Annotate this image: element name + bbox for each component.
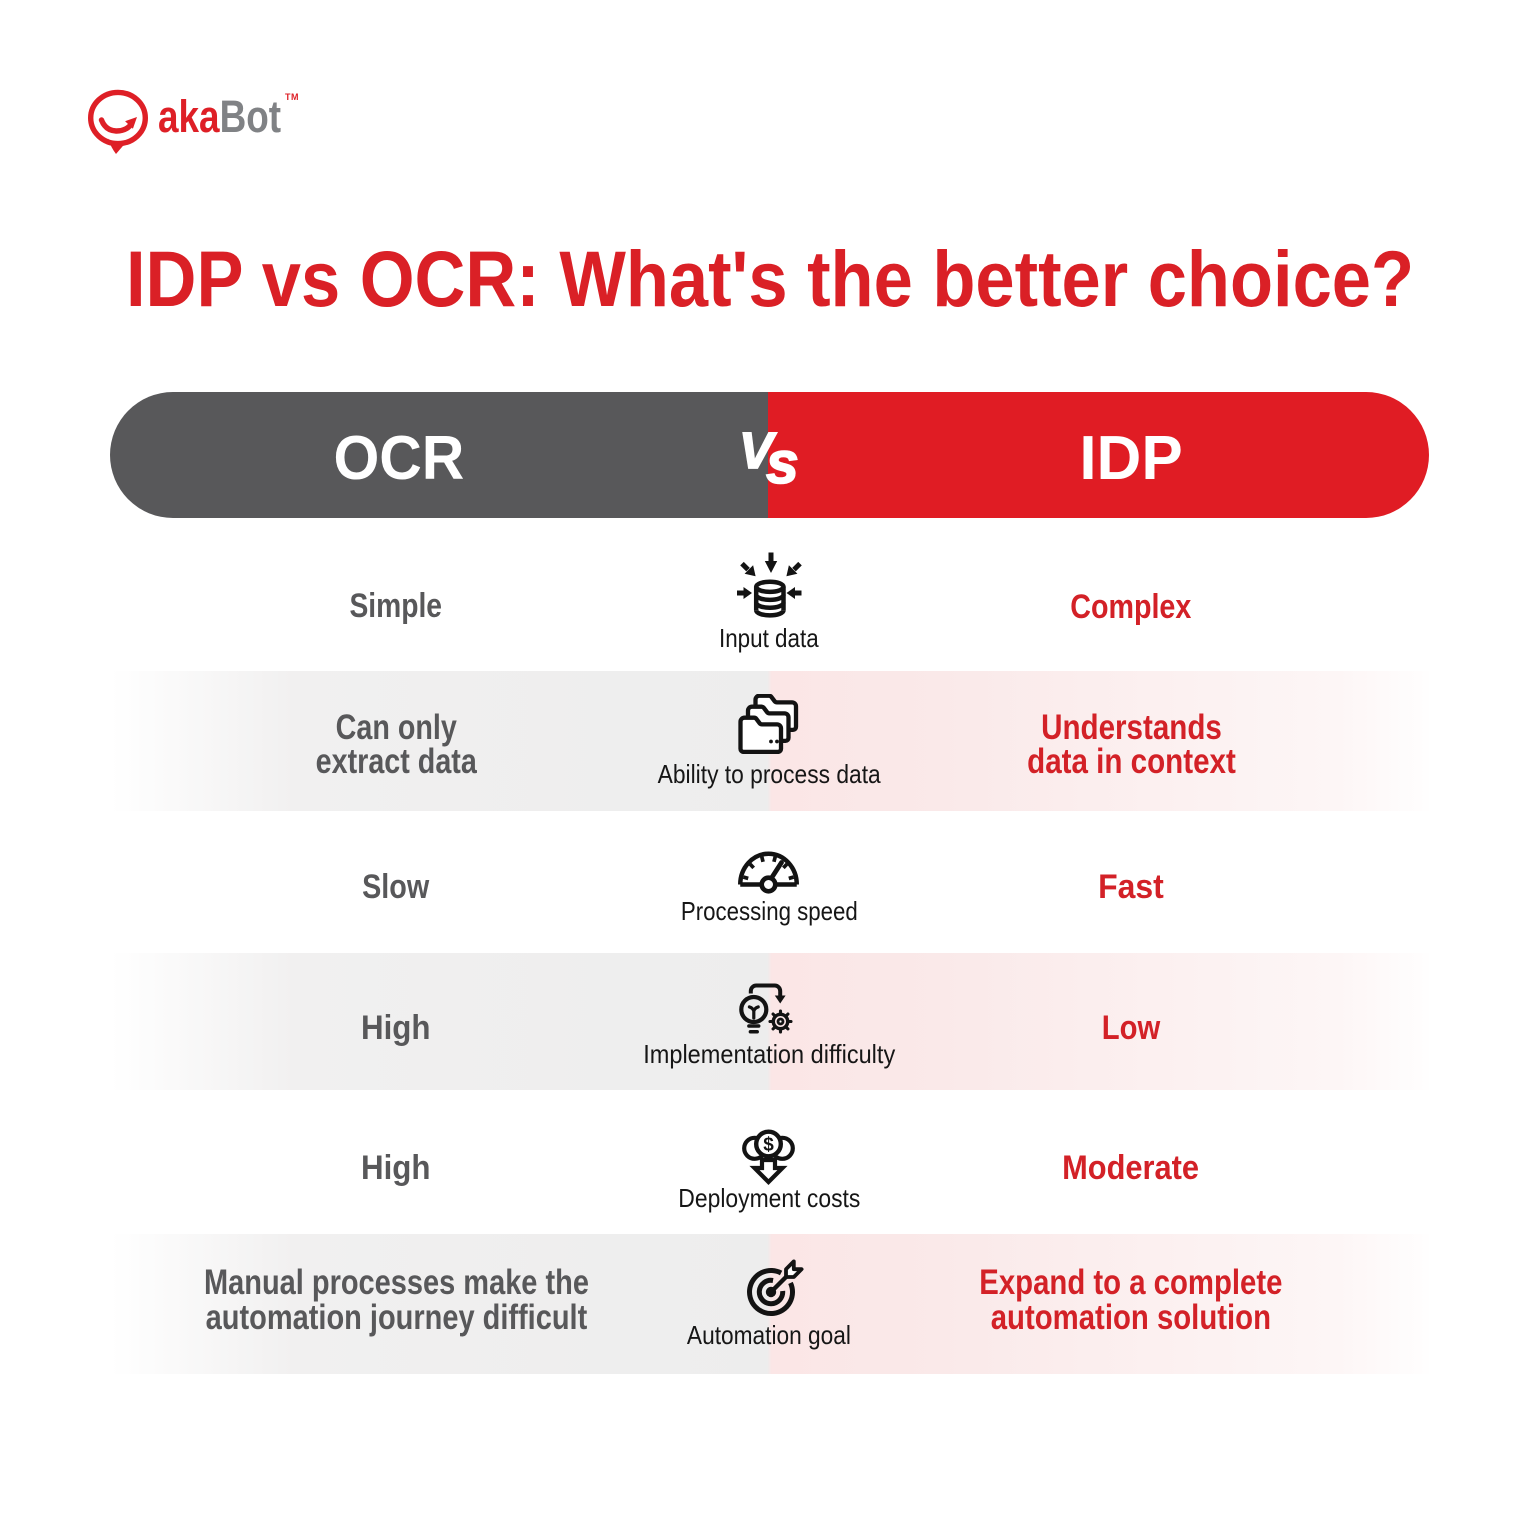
svg-text:$: $ — [763, 1135, 774, 1156]
